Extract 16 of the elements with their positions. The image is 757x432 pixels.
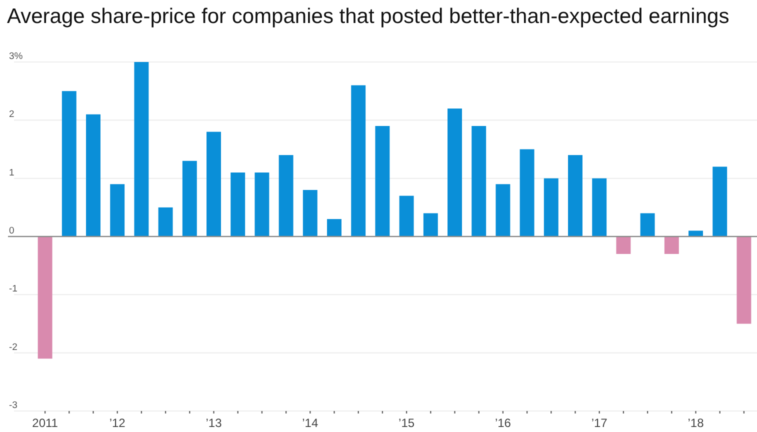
x-tick-label: ’13 <box>206 416 222 430</box>
y-tick-label: 0 <box>9 226 14 236</box>
x-tick-label: ’18 <box>688 416 704 430</box>
x-tick-label: ’12 <box>109 416 126 430</box>
y-tick-label: 3% <box>9 51 24 62</box>
x-tick-label: ’14 <box>302 416 318 430</box>
x-tick-label: 2011 <box>32 416 58 430</box>
x-tick-label: ’16 <box>494 416 512 430</box>
x-tick-label: ’15 <box>398 416 415 430</box>
y-tick-label: 2 <box>9 109 14 120</box>
chart-title: Average share-price for companies that posted better-than-expected earnings <box>7 5 730 28</box>
y-tick-label: 1 <box>9 167 14 178</box>
y-tick-label: -2 <box>9 342 18 353</box>
y-tick-label: -3 <box>9 400 18 411</box>
y-tick-label: -1 <box>9 284 18 295</box>
x-tick-label: ’17 <box>591 416 608 430</box>
